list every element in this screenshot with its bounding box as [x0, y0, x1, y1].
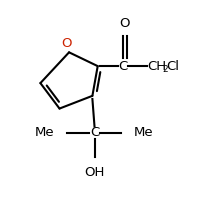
Text: O: O [62, 37, 72, 50]
Text: 2: 2 [162, 65, 168, 74]
Text: C: C [90, 126, 99, 140]
Text: Me: Me [134, 126, 153, 140]
Text: OH: OH [84, 166, 105, 179]
Text: Me: Me [35, 126, 54, 140]
Text: C: C [119, 60, 128, 73]
Text: CH: CH [148, 60, 167, 73]
Text: Cl: Cl [166, 60, 179, 73]
Text: O: O [120, 17, 130, 30]
